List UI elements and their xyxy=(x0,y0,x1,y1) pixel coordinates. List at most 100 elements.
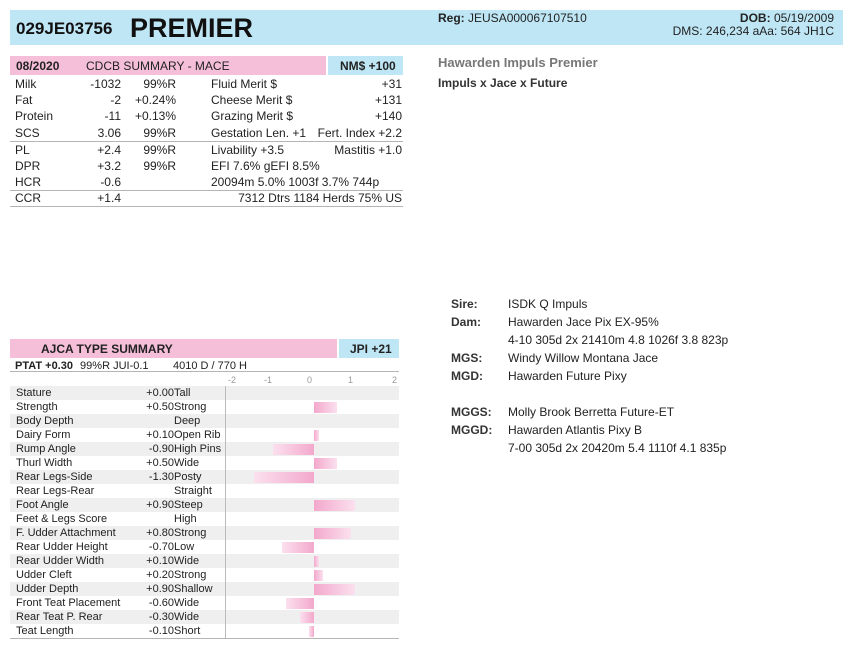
pedigree-label: MGS: xyxy=(451,351,483,365)
sire-line: Impuls x Jace x Future xyxy=(438,76,568,90)
trait-value: +0.90 xyxy=(146,583,174,595)
axis-tick-label: -1 xyxy=(264,375,273,385)
cdcb-value: -1032 xyxy=(90,77,121,91)
type-trait-row: Udder Cleft +0.20 Strong xyxy=(10,568,399,582)
trait-name: Body Depth xyxy=(16,415,74,427)
pedigree-label: Sire: xyxy=(451,297,478,311)
type-trait-row: Dairy Form +0.10 Open Rib xyxy=(10,428,399,442)
trait-bar xyxy=(314,458,337,469)
trait-value: +0.50 xyxy=(146,401,174,413)
type-trait-row: Front Teat Placement -0.60 Wide xyxy=(10,596,399,610)
trait-name: Strength xyxy=(16,401,58,413)
trait-bar xyxy=(314,528,351,539)
pedigree-value: Hawarden Future Pixy xyxy=(508,369,627,383)
type-trait-row: Rear Udder Width +0.10 Wide xyxy=(10,554,399,568)
cdcb-right-value: +140 xyxy=(374,109,402,123)
trait-name: F. Udder Attachment xyxy=(16,527,116,539)
cdcb-row: Fat -2 +0.24% Cheese Merit $ +131 xyxy=(10,92,403,108)
trait-name: Foot Angle xyxy=(16,499,69,511)
pedigree-value: Hawarden Jace Pix EX-95% xyxy=(508,315,659,329)
dob-label: DOB: xyxy=(739,11,771,25)
trait-descriptor: Straight xyxy=(174,485,212,497)
trait-descriptor: Strong xyxy=(174,569,207,581)
cdcb-row: DPR +3.2 99%R EFI 7.6% gEFI 8.5% xyxy=(10,158,403,174)
cdcb-label: Grazing Merit $ xyxy=(211,109,294,123)
trait-value: +0.80 xyxy=(146,527,174,539)
type-trait-row: Strength +0.50 Strong xyxy=(10,400,399,414)
type-trait-row: Rear Legs-Rear Straight xyxy=(10,484,399,498)
cdcb-divider xyxy=(10,190,403,191)
pedigree-label: MGGD: xyxy=(451,423,493,437)
cdcb-trait: Milk xyxy=(15,77,37,91)
pedigree-label: MGD: xyxy=(451,369,483,383)
jpi-badge: JPI +21 xyxy=(339,339,399,358)
nm-dollar-value: NM$ +100 xyxy=(340,59,396,73)
pedigree-value: Windy Willow Montana Jace xyxy=(508,351,659,365)
trait-bar xyxy=(314,556,319,567)
axis-tick-label: 2 xyxy=(392,375,398,385)
trait-descriptor: Wide xyxy=(174,555,200,567)
cdcb-trait: Fat xyxy=(15,93,33,107)
trait-name: Teat Length xyxy=(16,625,74,637)
trait-name: Udder Depth xyxy=(16,583,79,595)
type-trait-row: Rear Teat P. Rear -0.30 Wide xyxy=(10,610,399,624)
trait-descriptor: Wide xyxy=(174,457,200,469)
cdcb-trait: DPR xyxy=(15,159,41,173)
cdcb-row: PL +2.4 99%R Livability +3.5 Mastitis +1.0 xyxy=(10,142,403,158)
ptat-divider xyxy=(10,371,399,372)
ptat-rel: 99%R JUI-0.1 xyxy=(80,360,149,372)
cdcb-row: SCS 3.06 99%R Gestation Len. +1 Fert. Index … xyxy=(10,125,403,141)
pedigree-value: Hawarden Atlantis Pixy B xyxy=(508,423,643,437)
type-trait-row: Feet & Legs Score High xyxy=(10,512,399,526)
cdcb-reliability: 99%R xyxy=(143,126,176,140)
trait-value: +0.10 xyxy=(146,555,174,567)
type-trait-row: Teat Length -0.10 Short xyxy=(10,624,399,638)
trait-bar xyxy=(314,430,319,441)
trait-value: +0.00 xyxy=(146,387,174,399)
bull-name: PREMIER xyxy=(130,13,254,43)
cdcb-row: CCR +1.4 7312 Dtrs 1184 Herds 75% US xyxy=(10,190,403,206)
trait-descriptor: Strong xyxy=(174,401,207,413)
axis-divider xyxy=(225,386,226,638)
cdcb-label: Cheese Merit $ xyxy=(211,93,293,107)
cdcb-right-value: Fert. Index +2.2 xyxy=(317,126,402,140)
trait-name: Rear Udder Width xyxy=(16,555,105,567)
trait-descriptor: Tall xyxy=(174,387,191,399)
trait-name: Rear Teat P. Rear xyxy=(16,611,103,623)
cdcb-trait: PL xyxy=(15,143,30,157)
trait-bar xyxy=(314,570,324,581)
trait-value: -0.30 xyxy=(148,611,174,623)
axis-tick-label: 1 xyxy=(348,375,354,385)
full-name: Hawarden Impuls Premier xyxy=(438,55,598,70)
type-trait-row: Rear Legs-Side -1.30 Posty xyxy=(10,470,399,484)
trait-bar xyxy=(254,472,314,483)
header-banner: 029JE03756 PREMIER Reg: JEUSA00006710751… xyxy=(10,10,843,45)
trait-value: -0.90 xyxy=(148,443,174,455)
cdcb-title: CDCB SUMMARY - MACE xyxy=(86,59,230,73)
trait-name: Front Teat Placement xyxy=(16,597,121,609)
trait-descriptor: Wide xyxy=(174,597,200,609)
cdcb-label: Livability +3.5 xyxy=(211,143,285,157)
trait-name: Rump Angle xyxy=(16,443,76,455)
ptat-line: PTAT +0.30 99%R JUI-0.1 4010 D / 770 H xyxy=(15,360,247,372)
trait-name: Feet & Legs Score xyxy=(16,513,108,525)
cdcb-trait: CCR xyxy=(15,191,41,205)
trait-descriptor: High Pins xyxy=(174,443,222,455)
dob-value: 05/19/2009 xyxy=(773,11,834,25)
cdcb-trait: HCR xyxy=(15,175,41,189)
pedigree-value: 7-00 305d 2x 20420m 5.4 1110f 4.1 835p xyxy=(508,441,727,455)
trait-descriptor: Posty xyxy=(174,471,202,483)
type-bottom-divider xyxy=(10,638,399,639)
trait-descriptor: High xyxy=(174,513,197,525)
cdcb-right-value: +31 xyxy=(381,77,402,91)
type-trait-row: Rump Angle -0.90 High Pins xyxy=(10,442,399,456)
dms-line: DMS: 246,234 aAa: 564 JH1C xyxy=(672,24,834,38)
trait-bar xyxy=(314,584,356,595)
cdcb-label: Fluid Merit $ xyxy=(211,77,278,91)
ptat-extra: 4010 D / 770 H xyxy=(173,360,247,372)
trait-descriptor: Shallow xyxy=(174,583,213,595)
cdcb-value: -0.6 xyxy=(100,175,121,189)
trait-value: -1.30 xyxy=(148,471,174,483)
nm-dollar-badge: NM$ +100 xyxy=(328,56,403,75)
trait-name: Stature xyxy=(16,387,52,399)
